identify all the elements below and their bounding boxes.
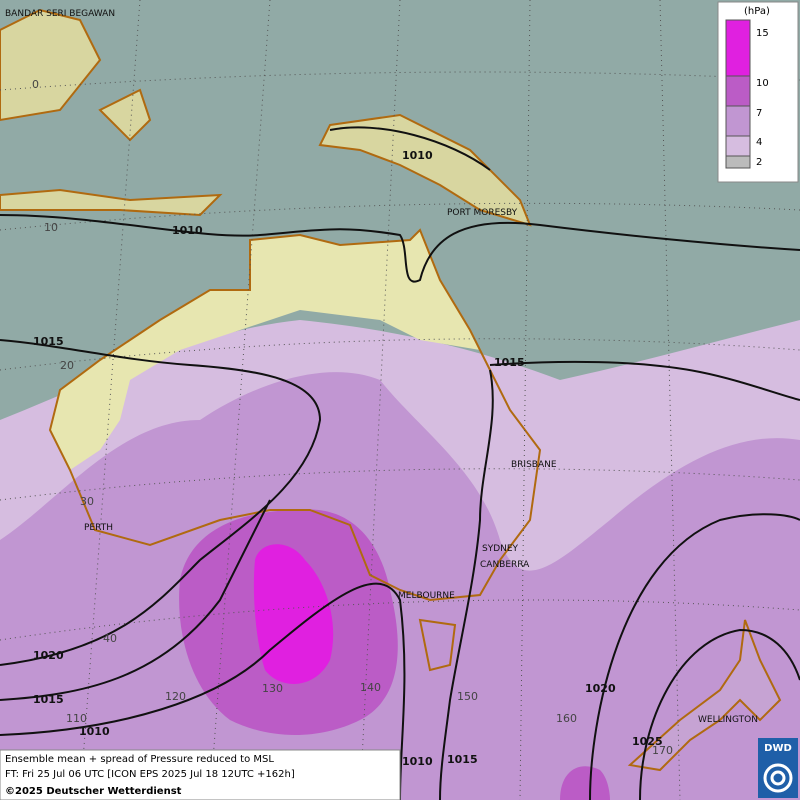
grid-label: 20 — [60, 359, 74, 372]
spread-4-7 — [0, 372, 800, 800]
graticule — [0, 468, 800, 501]
isobar-label: 1010 — [402, 755, 433, 768]
new-zealand — [627, 619, 782, 772]
isobar-label: 1020 — [33, 649, 64, 662]
graticule — [519, 0, 531, 800]
grid-label: 30 — [80, 495, 94, 508]
grid-label: 10 — [44, 221, 58, 234]
legend-level: 4 — [756, 137, 762, 148]
legend-level: 15 — [756, 28, 769, 39]
legend-level: 10 — [756, 78, 769, 89]
legend-level: 7 — [756, 108, 762, 119]
legend: (hPa) 15 10 7 4 2 — [717, 1, 799, 183]
city-label: BRISBANE — [511, 460, 557, 470]
isobar-label: 1015 — [33, 335, 64, 348]
grid-label: 0 — [32, 78, 39, 91]
spread-7-10 — [560, 766, 610, 800]
footer-line: FT: Fri 25 Jul 06 UTC [ICON EPS 2025 Jul… — [5, 769, 295, 780]
city-label: MELBOURNE — [398, 591, 455, 601]
isobar-label: 1015 — [447, 753, 478, 766]
sulawesi — [98, 88, 152, 142]
land — [50, 230, 480, 470]
isobar-label: 1025 — [632, 735, 663, 748]
legend-swatch — [725, 155, 751, 169]
footer-box — [0, 749, 401, 800]
legend-swatch — [725, 135, 751, 157]
grid-label: 140 — [360, 681, 381, 694]
isobar-label: 1010 — [402, 149, 433, 162]
lesser-sunda — [0, 188, 223, 217]
city-label: PERTH — [84, 523, 113, 533]
graticule — [0, 599, 800, 641]
graticule — [0, 71, 800, 91]
logo-box — [758, 738, 798, 798]
isobar — [0, 582, 406, 800]
isobar-label: 1010 — [79, 725, 110, 738]
graticule — [0, 338, 800, 371]
legend-level: 2 — [756, 157, 762, 168]
isobar — [589, 513, 800, 800]
legend-swatch — [725, 75, 751, 107]
coastline-australia — [48, 228, 542, 602]
legend-swatch — [725, 105, 751, 137]
borneo — [0, 8, 102, 122]
footer-line: Ensemble mean + spread of Pressure reduc… — [5, 754, 274, 765]
isobar-label: 1015 — [494, 356, 525, 369]
spread-10-15 — [253, 544, 334, 684]
isobar-label: 1015 — [33, 693, 64, 706]
graticule — [0, 202, 800, 231]
logo-icon — [763, 763, 793, 793]
isobar-label: 1020 — [585, 682, 616, 695]
graticule — [359, 0, 401, 800]
graticule — [659, 0, 681, 800]
isobar — [329, 126, 491, 171]
legend-unit: (hPa) — [744, 6, 770, 17]
isobar — [0, 214, 800, 283]
coastline-tasmania — [418, 618, 457, 672]
isobar — [0, 499, 271, 701]
grid-label: 150 — [457, 690, 478, 703]
isobar — [489, 360, 800, 401]
grid-label: 130 — [262, 682, 283, 695]
grid-label: 160 — [556, 712, 577, 725]
grid-label: 120 — [165, 690, 186, 703]
city-label: CANBERRA — [480, 560, 530, 570]
logo-text: DWD — [764, 743, 792, 754]
city-label: BANDAR SERI BEGAWAN — [5, 9, 115, 19]
footer-line: ©2025 Deutscher Wetterdienst — [5, 786, 182, 797]
isobar — [639, 628, 800, 800]
grid-label: 110 — [66, 712, 87, 725]
grid-label: 170 — [652, 744, 673, 757]
isobar — [439, 369, 494, 800]
logo-icon — [770, 770, 786, 786]
legend-swatch — [725, 19, 751, 77]
city-label: WELLINGTON — [698, 715, 758, 725]
isobar — [0, 339, 322, 666]
new-guinea — [318, 113, 532, 227]
isobar-label: 1010 — [172, 224, 203, 237]
grid-label: 40 — [103, 632, 117, 645]
city-label: SYDNEY — [482, 544, 519, 554]
city-label: PORT MORESBY — [447, 208, 518, 218]
